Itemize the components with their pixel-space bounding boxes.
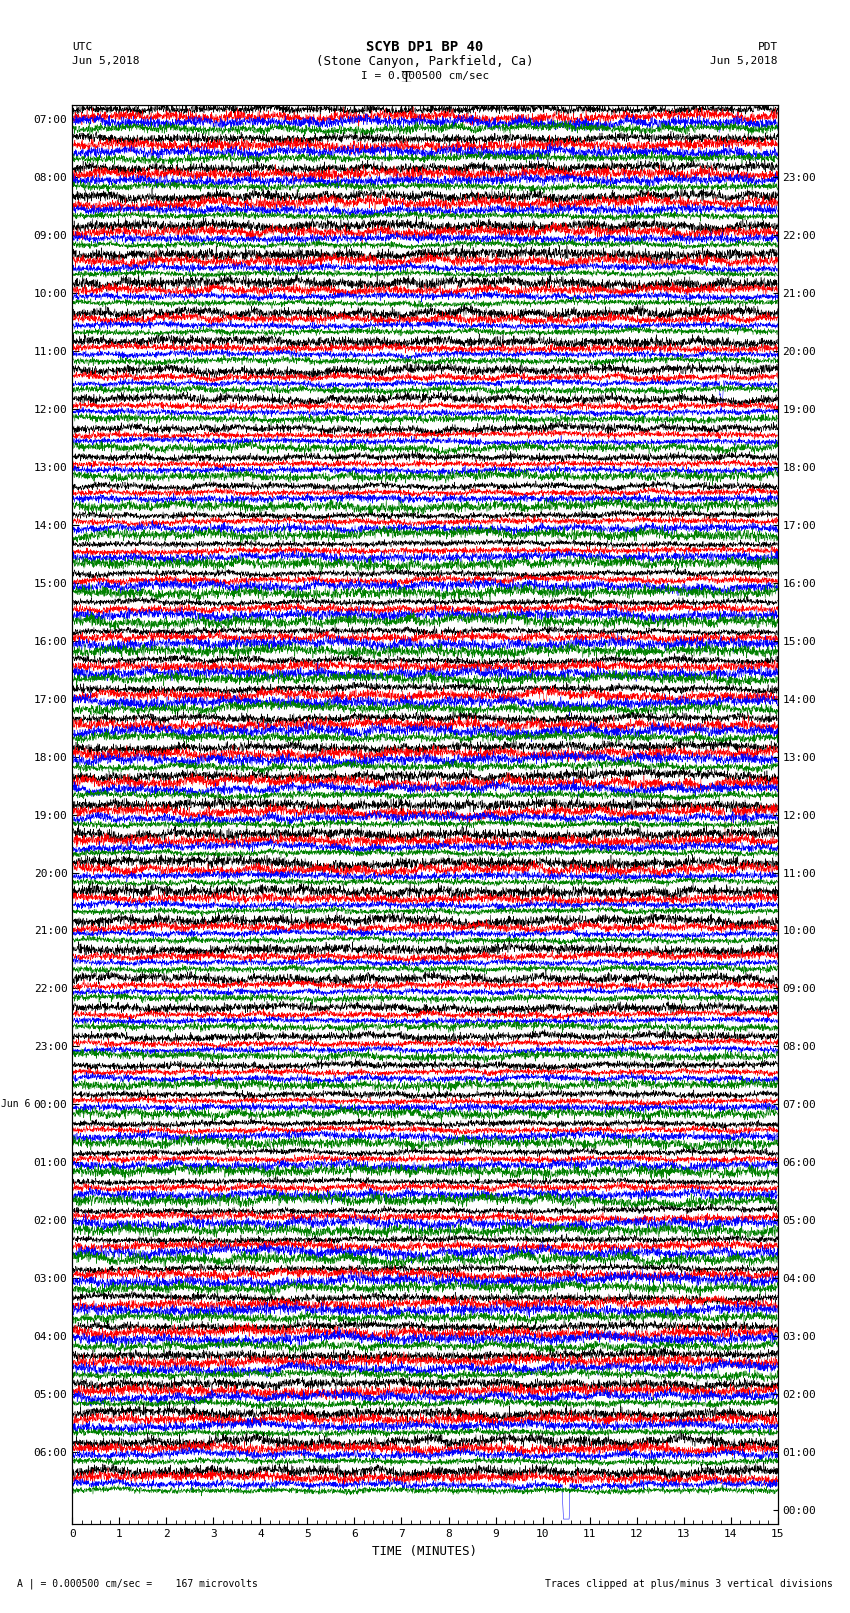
Text: I = 0.000500 cm/sec: I = 0.000500 cm/sec bbox=[361, 71, 489, 81]
Text: Traces clipped at plus/minus 3 vertical divisions: Traces clipped at plus/minus 3 vertical … bbox=[545, 1579, 833, 1589]
Text: PDT: PDT bbox=[757, 42, 778, 52]
Text: (Stone Canyon, Parkfield, Ca): (Stone Canyon, Parkfield, Ca) bbox=[316, 55, 534, 68]
Text: SCYB DP1 BP 40: SCYB DP1 BP 40 bbox=[366, 40, 484, 53]
Text: Jun 5,2018: Jun 5,2018 bbox=[72, 56, 139, 66]
Text: A | = 0.000500 cm/sec =    167 microvolts: A | = 0.000500 cm/sec = 167 microvolts bbox=[17, 1579, 258, 1589]
X-axis label: TIME (MINUTES): TIME (MINUTES) bbox=[372, 1545, 478, 1558]
Text: UTC: UTC bbox=[72, 42, 93, 52]
Text: Jun 6: Jun 6 bbox=[1, 1098, 30, 1110]
Text: Jun 5,2018: Jun 5,2018 bbox=[711, 56, 778, 66]
